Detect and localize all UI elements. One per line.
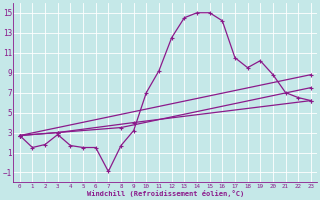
X-axis label: Windchill (Refroidissement éolien,°C): Windchill (Refroidissement éolien,°C) <box>87 190 244 197</box>
